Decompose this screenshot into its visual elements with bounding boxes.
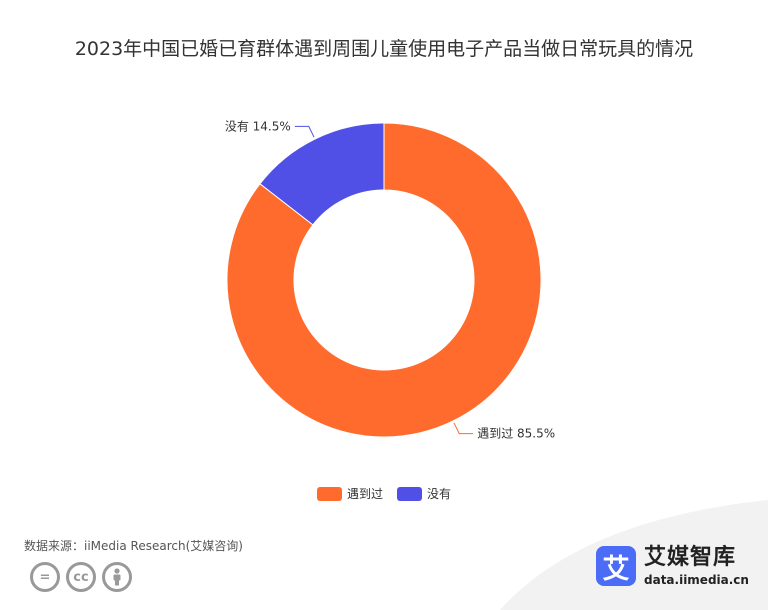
legend-label-none: 没有: [427, 487, 452, 501]
brand-logo: 艾: [596, 546, 636, 586]
legend-swatch-none: [397, 486, 422, 501]
legend-item-none[interactable]: 没有: [397, 485, 451, 502]
brand-name: 艾媒智库: [644, 544, 737, 570]
brand[interactable]: 艾 艾媒智库 data.iimedia.cn: [596, 546, 749, 586]
slice-none[interactable]: [259, 122, 385, 226]
leader-line-none: [294, 125, 315, 138]
person-icon: [102, 562, 132, 592]
cc-icon: cc: [66, 562, 96, 592]
data-label-none: 没有 14.5%: [225, 118, 291, 133]
equals-icon: =: [30, 562, 60, 592]
legend-item-encountered[interactable]: 遇到过: [316, 485, 383, 502]
brand-url: data.iimedia.cn: [644, 572, 749, 587]
license-icons: = cc: [30, 562, 132, 592]
legend: 遇到过 没有: [0, 485, 768, 502]
leader-line-encountered: [453, 422, 474, 435]
data-source: 数据来源：iiMedia Research(艾媒咨询): [24, 539, 243, 553]
slice-encountered[interactable]: [226, 122, 542, 438]
legend-label-encountered: 遇到过: [346, 487, 383, 501]
chart-title: 2023年中国已婚已育群体遇到周围儿童使用电子产品当做日常玩具的情况: [74, 38, 694, 60]
data-label-encountered: 遇到过 85.5%: [477, 427, 555, 441]
legend-swatch-encountered: [316, 486, 342, 501]
